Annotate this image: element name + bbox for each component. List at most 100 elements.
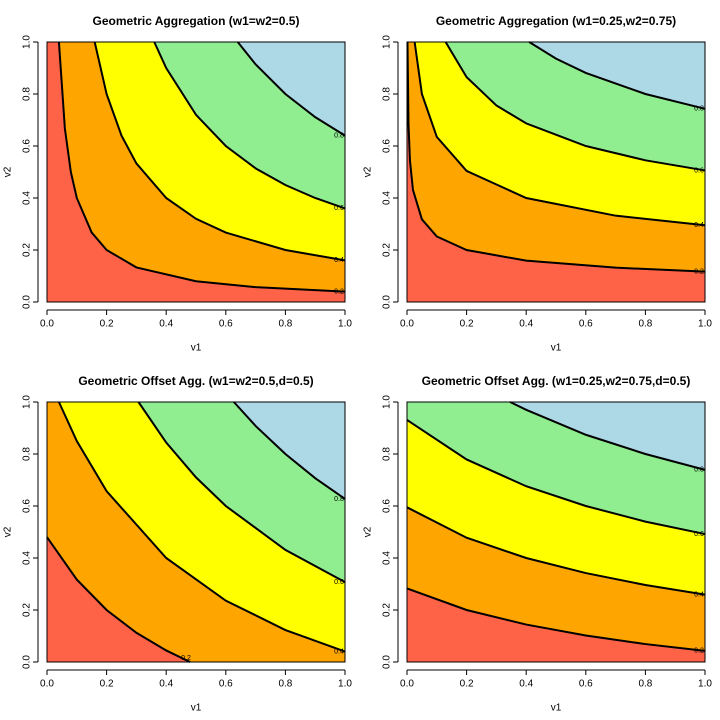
x-tick-label: 0.6 [219,679,233,690]
band-fill [407,588,705,662]
x-tick-label: 0.0 [40,679,54,690]
contour-line [406,41,706,273]
contour-line [93,41,346,262]
band-fill [407,42,705,302]
contour-label: 0.2 [334,288,344,295]
contour-line [236,41,346,137]
contour-line [509,401,706,471]
y-tick-label: 1.0 [382,395,393,409]
y-tick-label: 0.2 [382,603,393,617]
x-tick-label: 0.6 [579,319,593,330]
y-tick-label: 0.0 [382,295,393,309]
contour-line [46,536,191,663]
contour-line [406,419,706,536]
contour-label: 0.6 [694,531,704,538]
contour-line [413,41,706,227]
contour-label: 0.6 [334,205,344,212]
contour-line [233,401,346,500]
y-tick-label: 0.4 [22,551,33,565]
y-tick-label: 0.8 [382,87,393,101]
x-axis-title: v1 [551,703,562,714]
y-tick-label: 0.4 [382,191,393,205]
contour-label: 0.6 [334,579,344,586]
x-tick-label: 1.0 [338,679,352,690]
y-tick-label: 0.0 [22,655,33,669]
x-tick-label: 0.6 [219,319,233,330]
y-tick-label: 0.6 [382,499,393,513]
y-tick-label: 0.2 [22,603,33,617]
x-tick-label: 0.2 [460,319,474,330]
x-tick-label: 0.4 [519,679,533,690]
x-tick-label: 0.4 [159,319,173,330]
contour-label: 0.4 [334,257,344,264]
y-tick-label: 0.4 [382,551,393,565]
y-tick-label: 0.6 [22,139,33,153]
y-tick-label: 0.6 [382,139,393,153]
contour-label: 0.4 [694,592,704,599]
x-tick-label: 0.4 [159,679,173,690]
panel: Geometric Offset Agg. (w1=0.25,w2=0.75,d… [363,374,713,713]
chart-title: Geometric Offset Agg. (w1=w2=0.5,d=0.5) [78,374,313,388]
chart-title: Geometric Aggregation (w1=w2=0.5) [93,14,300,28]
x-tick-label: 1.0 [698,319,712,330]
y-tick-label: 0.2 [382,243,393,257]
y-tick-label: 0.0 [22,295,33,309]
y-tick-label: 0.2 [22,243,33,257]
contour-line [528,41,706,110]
x-tick-label: 0.0 [400,679,414,690]
y-tick-label: 1.0 [382,35,393,49]
contour-line [406,587,706,652]
contour-label: 0.6 [694,167,704,174]
panel: Geometric Aggregation (w1=0.25,w2=0.75) 0… [363,14,713,353]
contour-label: 0.8 [334,132,344,139]
x-tick-label: 0.2 [460,679,474,690]
contour-label: 0.2 [694,648,704,655]
contour-line [58,401,346,653]
x-tick-label: 0.2 [100,319,114,330]
chart-title: Geometric Aggregation (w1=0.25,w2=0.75) [436,14,676,28]
contour-label: 0.2 [181,655,191,662]
contour-label: 0.4 [694,222,704,229]
chart-title: Geometric Offset Agg. (w1=0.25,w2=0.75,d… [422,374,691,388]
contour-line [137,401,346,584]
contour-line [444,41,706,172]
y-tick-label: 0.8 [22,87,33,101]
band-fill [47,402,345,662]
y-tick-label: 0.4 [22,191,33,205]
x-tick-label: 0.0 [400,319,414,330]
x-tick-label: 1.0 [698,679,712,690]
x-tick-label: 0.8 [638,679,652,690]
plot-frame [406,41,706,303]
x-tick-label: 0.8 [638,319,652,330]
y-axis-title: v2 [363,526,374,537]
plot-frame [46,41,346,303]
y-axis-title: v2 [3,526,14,537]
x-tick-label: 0.8 [278,679,292,690]
x-tick-label: 1.0 [338,319,352,330]
panel: Geometric Offset Agg. (w1=w2=0.5,d=0.5) 0… [3,374,353,713]
y-tick-label: 0.6 [22,499,33,513]
panel: Geometric Aggregation (w1=w2=0.5) 0.2 0.4 0… [3,14,353,353]
x-axis-title: v1 [551,343,562,354]
y-tick-label: 1.0 [22,35,33,49]
x-axis-title: v1 [191,343,202,354]
x-tick-label: 0.0 [40,319,54,330]
contour-line [153,41,346,210]
y-tick-label: 0.8 [22,447,33,461]
band-fill [47,537,191,662]
y-tick-label: 1.0 [22,395,33,409]
y-axis-title: v2 [3,166,14,177]
x-tick-label: 0.8 [278,319,292,330]
contour-line [406,506,706,596]
x-tick-label: 0.6 [579,679,593,690]
y-tick-label: 0.0 [382,655,393,669]
y-tick-label: 0.8 [382,447,393,461]
contour-label: 0.8 [694,467,704,474]
contour-label: 0.8 [334,496,344,503]
contour-line [57,41,346,293]
plot-frame [46,401,346,663]
contour-label: 0.8 [694,106,704,113]
x-tick-label: 0.4 [519,319,533,330]
band-fill [407,42,705,302]
